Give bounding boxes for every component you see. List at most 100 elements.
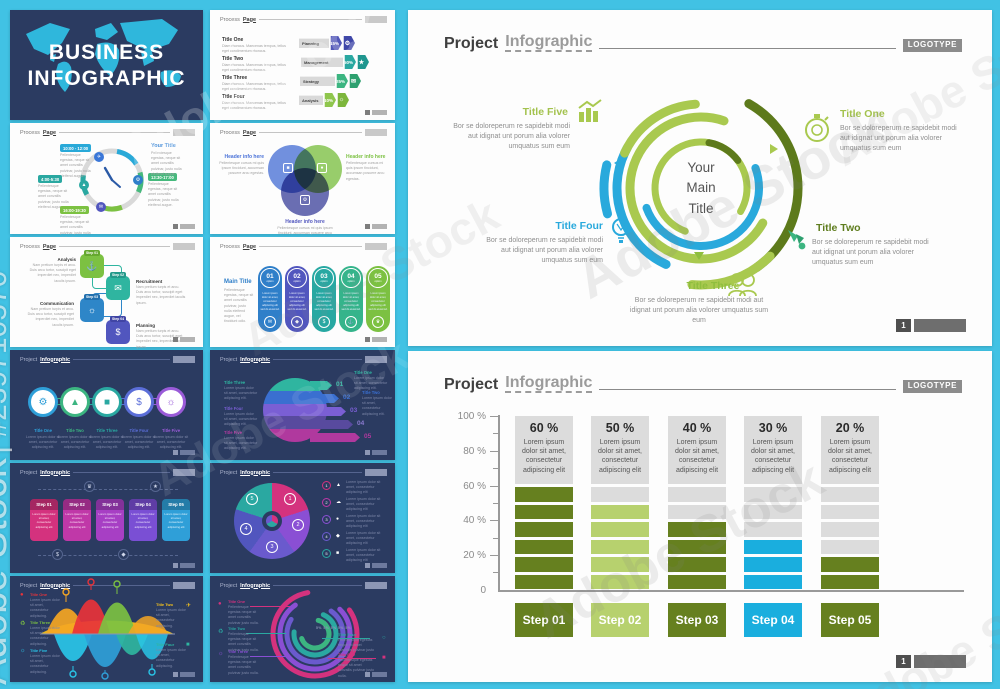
column-desc: Lorem ipsum dolor sit amet, consectetur …: [828, 439, 872, 474]
cloud-icon: ☁: [336, 499, 341, 505]
side-desc: Lorem ipsum dolor sit amet, consectetur …: [30, 598, 60, 618]
item-desc: Nam pretium turpis et arcu. Duis arcu to…: [27, 307, 74, 327]
bar-segment-filled: [515, 522, 573, 537]
venn-label-right: Header info here: [346, 154, 386, 160]
pct-hex: 10%: [324, 93, 336, 107]
side-desc: Pellentesque egestas neque sit amet conv…: [338, 658, 374, 678]
column-desc: Lorem ipsum dolor sit amet, consectetur …: [751, 439, 795, 474]
step-card-body: Lorem ipsum dolor sit amet, consectetur …: [32, 512, 56, 529]
thumb-step-cards: Project Infographic ♛ ★ $ ◆ Step 01 Lore…: [10, 463, 203, 573]
bar-planning: Planning: [299, 38, 329, 48]
bar-segment-empty: [744, 522, 802, 537]
center-title-line2: Main: [686, 180, 716, 196]
header-rule: [273, 472, 362, 473]
bar-segment-filled: [515, 574, 573, 589]
column-header: 60 % Lorem ipsum dolor sit amet, consect…: [515, 416, 573, 478]
side-desc: Lorem ipsum dolor sit amet, consectetur …: [354, 376, 388, 391]
option-sub: option: [347, 280, 355, 283]
shuttlecock-icon: [788, 230, 806, 250]
band-number: 05: [364, 433, 372, 440]
option-body: Lorem ipsum dolor sit amet, consectetur …: [287, 292, 307, 311]
world-map-graphic: [26, 19, 181, 92]
bar-segment-filled: [744, 574, 802, 589]
circle-desc: Lorem ipsum dolor sit amet, consectetur …: [153, 435, 189, 450]
option-body: Lorem ipsum dolor sit amet, consectetur …: [314, 292, 334, 311]
mini-header: Process Page: [20, 243, 195, 250]
side-desc: Lorem ipsum dolor sit amet, consectetur …: [30, 626, 60, 646]
title-three-body: Bor se doloreperum re sapidebit modi aut…: [629, 297, 769, 325]
side-title: Title Four: [224, 406, 243, 411]
center-title: Your Main Title: [661, 158, 741, 219]
bar-segment-empty: [668, 487, 726, 502]
logotype-placeholder: [173, 469, 195, 476]
mini-page: [173, 672, 195, 677]
mini-page: [173, 563, 195, 568]
mini-header: Process Page: [20, 129, 195, 136]
side-title: Title Two: [228, 626, 245, 631]
pct-hex: 15%: [330, 36, 342, 50]
time-badge: 10:00 - 12:00: [60, 144, 92, 152]
time-badge: 16:00-19:30: [60, 206, 89, 214]
major-tick: [490, 416, 498, 417]
header-rule: [259, 132, 362, 133]
header-prefix: Project: [220, 582, 238, 589]
chart-icon: ■: [382, 655, 386, 661]
step-label: Step 03: [668, 603, 726, 637]
ring-percents: 5% 5% 5% 5% 5%: [316, 626, 352, 630]
side-title: Title Three: [30, 620, 51, 625]
mini-header: Project Infographic: [20, 582, 195, 589]
thumb-chain-circles: Project Infographic ⚙ ▲ ■ $ ☼ Title One …: [10, 350, 203, 460]
badge-desc: Pellentesque egestas, neque sit amet con…: [38, 184, 69, 209]
circle-title: Title Five: [161, 428, 181, 433]
venn-label-left: Header info here: [224, 154, 264, 160]
mini-header: Project Infographic: [220, 469, 387, 476]
bar-segment-empty: [591, 487, 649, 502]
header-prefix: Process: [220, 129, 240, 136]
bar-strategy: Strategy: [300, 76, 335, 86]
mini-header: Project Infographic: [20, 356, 195, 363]
side-title: Title Five: [338, 652, 356, 657]
band-arrow: [310, 381, 332, 390]
bar-segment-filled: [515, 557, 573, 572]
bar-segment-filled: [821, 557, 879, 572]
anchor-icon: ⚓: [80, 254, 104, 278]
clock-icon: ●: [317, 163, 327, 173]
gear-icon: ⚙: [300, 195, 310, 205]
logotype-placeholder: [173, 243, 195, 250]
band-number: 04: [357, 420, 365, 427]
bar-segment-empty: [821, 487, 879, 502]
stopwatch-icon: [805, 114, 829, 142]
side-desc: Pellentesque egestas neque sit amet conv…: [338, 638, 374, 658]
document-icon: ✉: [106, 276, 130, 300]
slide-circle-infographic: Project Infographic LOGOTYPE Your Main T…: [408, 10, 992, 346]
clipboard-icon: ✉: [349, 74, 361, 88]
page-bar: [914, 655, 966, 668]
logotype-placeholder: [365, 582, 387, 589]
mini-page: [173, 337, 195, 342]
header-rule: [73, 585, 170, 586]
side-desc: Lorem ipsum dolor sit amet, consectetur …: [224, 386, 258, 401]
item-desc: Diam rhoncus. Maecenas tempus, tellus eg…: [222, 82, 286, 92]
header-word: Page: [42, 243, 57, 250]
logotype-placeholder: [365, 356, 387, 363]
venn-desc-left: Pellentesque cursus mi quis ipsum tincid…: [219, 161, 264, 176]
bar-segment-filled: [591, 504, 649, 519]
header-rule: [259, 19, 362, 20]
step-card-body: Lorem ipsum dolor sit amet, consectetur …: [98, 512, 122, 529]
option-sub: option: [320, 280, 328, 283]
minor-tick: [493, 538, 498, 539]
page-indicator: 1: [896, 319, 966, 332]
side-title: Title Four: [338, 632, 357, 637]
title-three: Title Three: [686, 280, 740, 292]
venn-label-bottom: Header info here: [285, 219, 325, 225]
side-title: Title Two: [156, 602, 173, 607]
plane-icon: ✈: [186, 603, 192, 609]
legend-text: Lorem ipsum dolor sit amet, consectetur …: [346, 514, 381, 529]
bar-chart-icon: [578, 99, 602, 122]
thumb-sphere-arrows: Project Infographic 01 02 03 04 05 Title…: [210, 350, 395, 460]
mini-header: Process Page: [220, 243, 387, 250]
step-label: Step 02: [591, 603, 649, 637]
venn-circle-indigo: [281, 168, 329, 216]
option-sub: option: [374, 280, 382, 283]
lock-icon: ★: [357, 55, 369, 69]
